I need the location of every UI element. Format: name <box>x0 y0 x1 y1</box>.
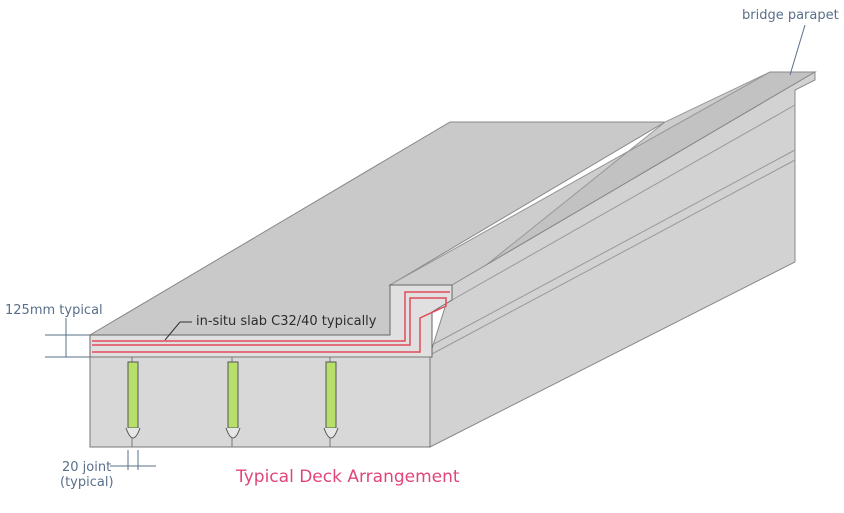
parapet-leader <box>789 24 806 76</box>
joint-fill <box>127 361 139 429</box>
joint-fill <box>227 361 239 429</box>
joint-key <box>125 427 141 439</box>
slab-thickness-label: 125mm typical <box>5 303 103 318</box>
joint-label-line2: (typical) <box>60 475 114 490</box>
beam-front <box>89 356 431 448</box>
diagram-caption: Typical Deck Arrangement <box>236 467 460 487</box>
side-face-line <box>431 149 796 346</box>
rebar-line <box>92 297 447 353</box>
in-situ-slab-label: in-situ slab C32/40 typically <box>196 314 377 329</box>
slab-leader <box>164 321 181 341</box>
bridge-parapet-label: bridge parapet <box>742 8 839 23</box>
joint-key <box>323 427 339 439</box>
joint-label-line1: 20 joint <box>62 460 112 475</box>
rebar-line <box>92 291 450 342</box>
side-face-line <box>429 159 796 356</box>
joint-fill <box>325 361 337 429</box>
side-face-line <box>451 104 796 301</box>
joint-key <box>225 427 241 439</box>
